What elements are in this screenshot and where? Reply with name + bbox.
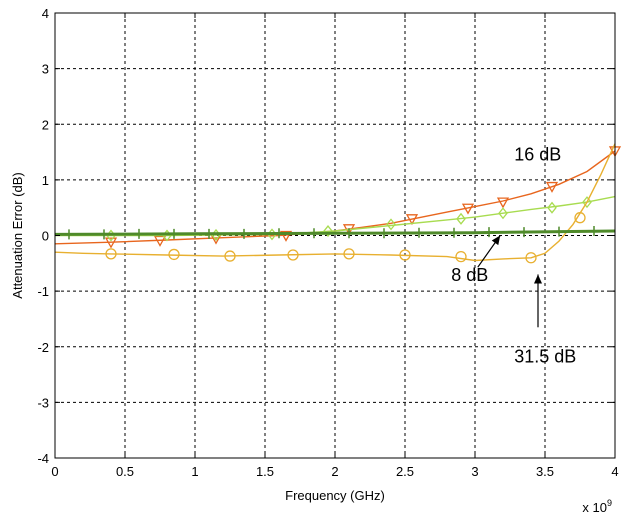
annotation-arrowhead <box>534 274 542 284</box>
data-point-diamond <box>547 201 557 214</box>
y-tick-label: 1 <box>42 173 49 188</box>
annotation-arrowhead <box>491 235 501 246</box>
series-3 <box>54 143 616 264</box>
data-point-circle <box>399 249 411 261</box>
x-tick-label: 1 <box>191 464 198 479</box>
data-point-plus <box>169 228 179 239</box>
y-tick-label: -3 <box>37 395 49 410</box>
data-point-circle <box>105 248 117 260</box>
y-tick-label: 2 <box>42 117 49 132</box>
x-tick-label: 0 <box>51 464 58 479</box>
data-point-plus <box>309 228 319 239</box>
data-point-circle <box>455 250 467 263</box>
data-point-triangle <box>545 181 559 193</box>
y-tick-label: -4 <box>37 451 49 466</box>
data-point-plus <box>204 228 214 239</box>
data-point-plus <box>449 227 459 238</box>
data-point-triangle <box>153 235 167 247</box>
annotation-label: 31.5 dB <box>514 346 576 366</box>
x-tick-label: 2 <box>331 464 338 479</box>
x-tick-label: 3 <box>471 464 478 479</box>
series-4 <box>54 226 616 240</box>
x-tick-label: 3.5 <box>536 464 554 479</box>
data-point-plus <box>99 229 109 240</box>
data-point-plus <box>64 229 74 240</box>
x-tick-label: 4 <box>611 464 618 479</box>
data-point-plus <box>239 228 249 239</box>
x-tick-label: 2.5 <box>396 464 414 479</box>
y-tick-label: 0 <box>42 229 49 244</box>
y-tick-label: -1 <box>37 284 49 299</box>
data-point-plus <box>414 227 424 238</box>
data-point-plus <box>379 228 389 239</box>
data-point-diamond <box>582 196 592 209</box>
data-point-triangle <box>496 197 510 209</box>
y-tick-label: 4 <box>42 6 49 21</box>
data-point-plus <box>519 227 529 238</box>
data-point-triangle <box>104 237 118 249</box>
x-axis-exponent: x 109 <box>582 498 612 515</box>
y-axis-label: Attenuation Error (dB) <box>10 172 25 298</box>
x-tick-label: 1.5 <box>256 464 274 479</box>
data-point-triangle <box>461 203 475 215</box>
series-line <box>54 150 616 245</box>
data-point-plus <box>274 228 284 239</box>
data-point-circle <box>224 250 236 262</box>
data-point-circle <box>343 248 355 260</box>
data-point-plus <box>554 226 564 237</box>
data-point-triangle <box>279 230 293 242</box>
annotations: 16 dB 8 dB 31.5 dB <box>451 144 576 366</box>
data-point-diamond <box>498 207 508 220</box>
annotation-label: 16 dB <box>514 144 561 164</box>
data-point-circle <box>525 252 537 264</box>
x-axis-label: Frequency (GHz) <box>285 488 385 503</box>
data-point-triangle <box>405 214 419 226</box>
y-tick-label: 3 <box>42 62 49 77</box>
data-point-circle <box>287 249 299 261</box>
series-group <box>54 143 622 264</box>
annotation-label: 8 dB <box>451 265 488 285</box>
data-point-circle <box>168 248 180 261</box>
y-tick-label: -2 <box>37 340 49 355</box>
ticks: 0 0.5 1 1.5 2 2.5 3 3.5 4 -4 -3 -2 -1 0 1 2 3 4 <box>37 6 618 479</box>
data-point-circle <box>574 212 586 224</box>
data-point-diamond <box>386 218 396 231</box>
data-point-diamond <box>323 225 333 238</box>
data-point-plus <box>134 228 144 239</box>
data-point-plus <box>589 226 599 237</box>
data-point-plus <box>484 227 494 238</box>
x-tick-label: 0.5 <box>116 464 134 479</box>
data-point-plus <box>344 228 354 239</box>
data-point-diamond <box>456 212 466 225</box>
